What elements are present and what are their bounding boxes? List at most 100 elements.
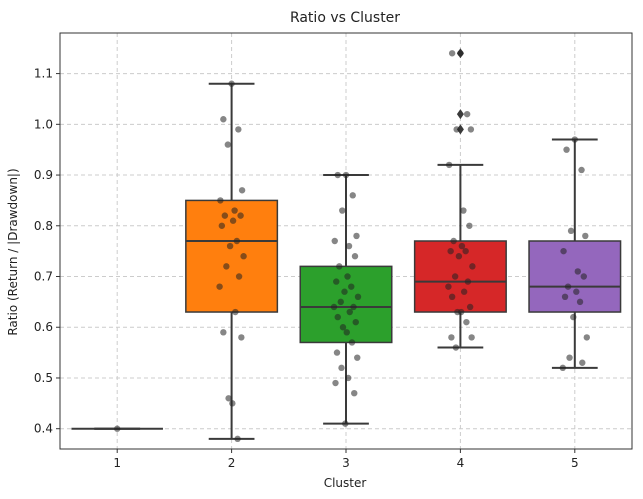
y-tick-label: 1.1: [34, 67, 53, 81]
y-axis-label: Ratio (Return / |Drawdown|): [6, 168, 20, 335]
x-axis-label: Cluster: [324, 476, 367, 490]
data-point: [571, 136, 578, 143]
data-point: [235, 273, 243, 280]
data-point: [574, 268, 581, 275]
data-point: [220, 329, 227, 336]
data-point: [350, 303, 357, 311]
data-point: [225, 395, 232, 402]
data-point: [567, 227, 575, 235]
data-point: [334, 171, 341, 179]
data-point: [578, 166, 585, 174]
data-point: [466, 222, 473, 229]
x-tick-label: 4: [457, 456, 465, 470]
y-tick-label: 0.9: [34, 168, 53, 182]
data-point: [457, 50, 464, 57]
data-point: [337, 298, 344, 306]
data-point: [467, 126, 475, 133]
data-point: [462, 247, 469, 255]
data-point: [343, 329, 350, 336]
y-tick-label: 1.0: [34, 117, 53, 131]
data-point: [346, 308, 353, 316]
data-point: [448, 293, 456, 301]
data-point: [348, 339, 356, 346]
data-point: [336, 263, 343, 270]
x-tick-label: 3: [342, 456, 350, 470]
data-point: [559, 364, 566, 372]
box-iqr: [528, 240, 622, 313]
data-point: [333, 349, 341, 356]
data-point: [338, 364, 345, 372]
data-point: [579, 359, 586, 366]
data-point: [468, 334, 475, 341]
data-point: [234, 435, 241, 443]
data-point: [224, 141, 232, 148]
data-points: [114, 50, 590, 443]
data-point: [228, 80, 235, 87]
data-point: [463, 110, 471, 118]
outlier-marker: [456, 124, 464, 135]
x-tick-label: 5: [571, 456, 579, 470]
data-point: [216, 283, 223, 290]
x-tick-label: 1: [113, 456, 121, 470]
data-point: [576, 298, 584, 306]
data-point: [560, 247, 567, 255]
y-tick-label: 0.4: [34, 422, 53, 436]
chart-title: Ratio vs Cluster: [290, 10, 400, 26]
data-point: [583, 334, 590, 341]
data-point: [452, 344, 460, 351]
data-point: [339, 324, 347, 331]
data-point: [344, 273, 351, 280]
data-point: [460, 288, 468, 295]
data-point: [339, 207, 346, 214]
data-point: [238, 187, 246, 194]
data-point: [463, 318, 470, 326]
data-point: [455, 253, 463, 260]
data-point: [353, 232, 360, 240]
data-point: [351, 253, 359, 260]
data-point: [114, 425, 121, 432]
data-point: [334, 313, 341, 321]
data-point: [218, 222, 226, 229]
data-point: [582, 232, 589, 240]
data-point: [332, 379, 339, 387]
data-point: [223, 263, 230, 270]
data-point: [352, 318, 359, 326]
box-iqr: [413, 240, 507, 313]
data-point: [445, 283, 452, 290]
data-point: [229, 400, 236, 407]
data-point: [573, 288, 580, 295]
outlier-marker: [456, 109, 464, 120]
data-point: [226, 242, 234, 250]
data-point: [232, 308, 239, 316]
data-point: [348, 283, 355, 290]
data-point: [458, 242, 466, 250]
data-point: [460, 207, 467, 214]
data-point: [237, 212, 244, 219]
data-point: [466, 303, 474, 311]
data-point: [229, 217, 237, 224]
data-point: [333, 278, 340, 285]
data-point: [445, 161, 453, 169]
data-point: [570, 313, 577, 321]
axis-ticks: 0.4 0.5 0.6 0.7 0.8 0.9 1.0 1.1 1 2 3 4 5: [34, 67, 579, 470]
y-tick-label: 0.5: [34, 371, 53, 385]
data-point: [220, 116, 227, 123]
data-point: [342, 420, 349, 427]
data-point: [451, 273, 459, 280]
data-point: [233, 237, 241, 245]
data-point: [564, 283, 572, 290]
data-point: [235, 126, 242, 133]
data-point: [448, 334, 455, 341]
data-point: [448, 50, 456, 57]
data-point: [345, 242, 353, 250]
data-point: [238, 334, 245, 341]
data-point: [354, 293, 362, 301]
data-point: [341, 288, 348, 295]
data-point: [464, 278, 472, 285]
boxes: [71, 48, 622, 440]
data-point: [563, 146, 570, 153]
data-point: [351, 389, 358, 397]
data-point: [349, 192, 356, 199]
